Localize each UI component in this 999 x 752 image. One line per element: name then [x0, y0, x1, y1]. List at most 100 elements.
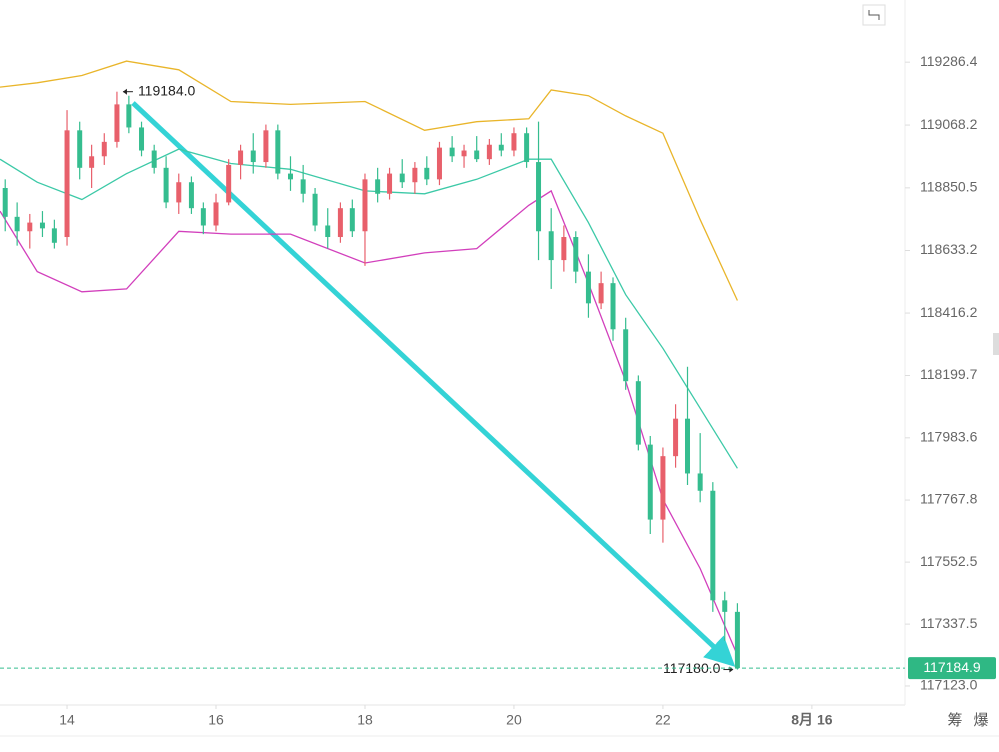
candle-body	[2, 188, 8, 217]
y-tick-label: 118633.2	[920, 241, 978, 257]
candle-body	[325, 225, 331, 238]
side-button[interactable]: 筹	[947, 712, 962, 729]
candle-body	[573, 237, 579, 272]
candle-body	[623, 329, 629, 382]
candle-body	[362, 179, 368, 232]
candle	[275, 124, 281, 180]
candle	[176, 173, 182, 214]
y-tick-label: 118199.7	[920, 366, 978, 382]
candle-body	[387, 173, 393, 194]
candle	[126, 95, 132, 134]
high-annotation-label: 119184.0	[138, 82, 196, 98]
candle-body	[598, 283, 604, 304]
candle	[635, 375, 641, 451]
side-button[interactable]: 爆	[973, 712, 988, 729]
candle	[114, 91, 120, 148]
candle-body	[536, 162, 542, 232]
y-tick-label: 118850.5	[920, 179, 978, 195]
candle-body	[548, 231, 554, 261]
candle-body	[64, 130, 70, 238]
y-tick-label: 117552.5	[920, 553, 978, 569]
candle	[548, 208, 554, 289]
candle-body	[660, 456, 666, 520]
candle	[39, 211, 45, 238]
candle-body	[287, 173, 293, 180]
candle	[561, 225, 567, 272]
candle	[325, 208, 331, 249]
candle-body	[474, 150, 480, 160]
candle-body	[337, 208, 343, 238]
candle-body	[710, 490, 716, 601]
y-tick-label: 117983.6	[920, 429, 978, 445]
x-tick-label: 20	[506, 712, 522, 728]
high-annotation-head	[122, 88, 127, 95]
candle	[101, 133, 107, 165]
candle-body	[449, 147, 455, 157]
candle	[200, 202, 206, 235]
candle-body	[685, 418, 691, 474]
candle-body	[585, 271, 591, 304]
y-tick-label: 119068.2	[920, 116, 978, 132]
candle	[585, 254, 591, 318]
toggle-icon[interactable]	[862, 4, 886, 26]
candle	[660, 447, 666, 543]
candle	[722, 591, 728, 641]
candle-body	[399, 173, 405, 183]
candle	[312, 188, 318, 232]
x-tick-label: 22	[655, 712, 671, 728]
candle	[623, 317, 629, 390]
candle	[188, 176, 194, 214]
low-annotation-label: 117180.0	[663, 660, 721, 676]
candle-body	[349, 208, 355, 232]
y-tick-label: 117123.0	[920, 677, 978, 693]
candle	[64, 110, 70, 246]
y-tick-label: 118416.2	[920, 304, 978, 320]
candle-body	[375, 179, 381, 194]
candle	[14, 202, 20, 246]
candle	[685, 366, 691, 485]
candle	[474, 136, 480, 163]
candle	[250, 133, 256, 174]
candle	[139, 121, 145, 157]
candle-body	[561, 237, 567, 261]
candle-body	[213, 202, 219, 226]
candle	[213, 193, 219, 232]
candle	[375, 167, 381, 203]
candle-body	[424, 167, 430, 180]
candle-body	[176, 182, 182, 203]
candle	[412, 162, 418, 194]
x-tick-label: 14	[59, 712, 75, 728]
y-tick-label: 117767.8	[920, 491, 978, 507]
trend-arrow	[131, 101, 736, 667]
x-tick-label: 18	[357, 712, 373, 728]
candle-body	[51, 228, 57, 243]
candle-body	[722, 600, 728, 612]
candle-body	[635, 381, 641, 445]
candle	[697, 433, 703, 503]
candle-body	[101, 141, 107, 157]
candle-body	[734, 611, 740, 669]
candle-body	[226, 164, 232, 203]
candle	[362, 173, 368, 266]
candle	[77, 121, 83, 180]
candle	[424, 156, 430, 186]
candle	[610, 277, 616, 341]
candle	[238, 144, 244, 180]
y-tick-label: 117337.5	[920, 615, 978, 631]
band-line	[0, 60, 738, 301]
candle-body	[27, 222, 33, 232]
candle-body	[89, 156, 95, 168]
candle	[524, 127, 530, 168]
candle	[598, 271, 604, 310]
candle-body	[312, 193, 318, 226]
side-tab[interactable]	[993, 333, 999, 355]
last-price-label: 117184.9	[923, 659, 981, 675]
candle-body	[647, 444, 653, 520]
candle-body	[126, 104, 132, 128]
candle	[399, 159, 405, 188]
candle-body	[511, 133, 517, 151]
candle-body	[486, 144, 492, 160]
candle-body	[524, 133, 530, 163]
